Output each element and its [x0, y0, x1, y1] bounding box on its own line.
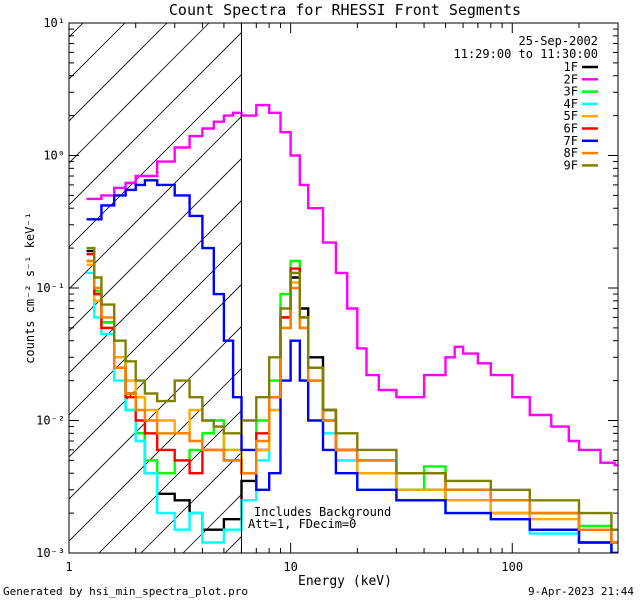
- series-5F: [86, 263, 618, 544]
- y-tick-label: 10⁻¹: [36, 281, 65, 295]
- hatch-line: [69, 199, 242, 374]
- footer-timestamp: 9-Apr-2023 21:44: [528, 585, 634, 598]
- hatch-line: [140, 451, 242, 553]
- legend-label-4F: 4F: [564, 97, 578, 111]
- footer-generated-by: Generated by hsi_min_spectra_plot.pro: [3, 585, 248, 598]
- x-axis-label: Energy (keV): [298, 574, 392, 589]
- legend-label-3F: 3F: [564, 85, 578, 99]
- legend-label-1F: 1F: [564, 60, 578, 74]
- y-tick-label: 10⁰: [43, 149, 65, 163]
- x-tick-label: 100: [501, 560, 523, 574]
- legend-label-6F: 6F: [564, 122, 578, 136]
- series-layer: [86, 103, 618, 553]
- legend-label-5F: 5F: [564, 109, 578, 123]
- y-tick-label: 10⁻³: [36, 546, 65, 560]
- chart-title: Count Spectra for RHESSI Front Segments: [169, 1, 521, 19]
- legend: 25-Sep-2002 11:29:00 to 11:30:00 1F2F3F4…: [454, 34, 599, 172]
- x-tick-label: 10: [283, 560, 297, 574]
- hatch-line: [267, 23, 640, 553]
- hatch-line: [69, 73, 242, 248]
- hatch-line: [69, 241, 242, 416]
- y-axis-label: counts cm⁻² s⁻¹ keV⁻¹: [23, 212, 37, 364]
- axes: 1 10 100 10⁻³ 10⁻² 10⁻¹ 10⁰ 10¹: [36, 16, 619, 574]
- series-9F: [86, 246, 618, 531]
- hatch-line: [69, 31, 242, 206]
- legend-date: 25-Sep-2002: [519, 34, 598, 48]
- hatch-line: [69, 367, 242, 542]
- legend-label-7F: 7F: [564, 134, 578, 148]
- hatch-line: [69, 23, 168, 122]
- series-7F: [86, 179, 618, 553]
- annotation-background: Includes Background: [254, 505, 391, 519]
- legend-label-8F: 8F: [564, 146, 578, 160]
- hatch-line: [69, 23, 210, 164]
- hatch-line: [69, 157, 242, 332]
- y-tick-label: 10¹: [43, 16, 65, 30]
- series-2F: [86, 103, 618, 467]
- attenuated-region-hatch: [69, 23, 640, 553]
- annotation-attenuator: Att=1, FDecim=0: [248, 517, 356, 531]
- legend-label-2F: 2F: [564, 72, 578, 86]
- y-tick-label: 10⁻²: [36, 414, 65, 428]
- hatch-line: [69, 325, 242, 500]
- legend-time-range: 11:29:00 to 11:30:00: [454, 47, 599, 61]
- hatch-line: [69, 283, 242, 458]
- legend-label-9F: 9F: [564, 158, 578, 172]
- hatch-line: [98, 409, 242, 553]
- x-tick-label: 1: [65, 560, 72, 574]
